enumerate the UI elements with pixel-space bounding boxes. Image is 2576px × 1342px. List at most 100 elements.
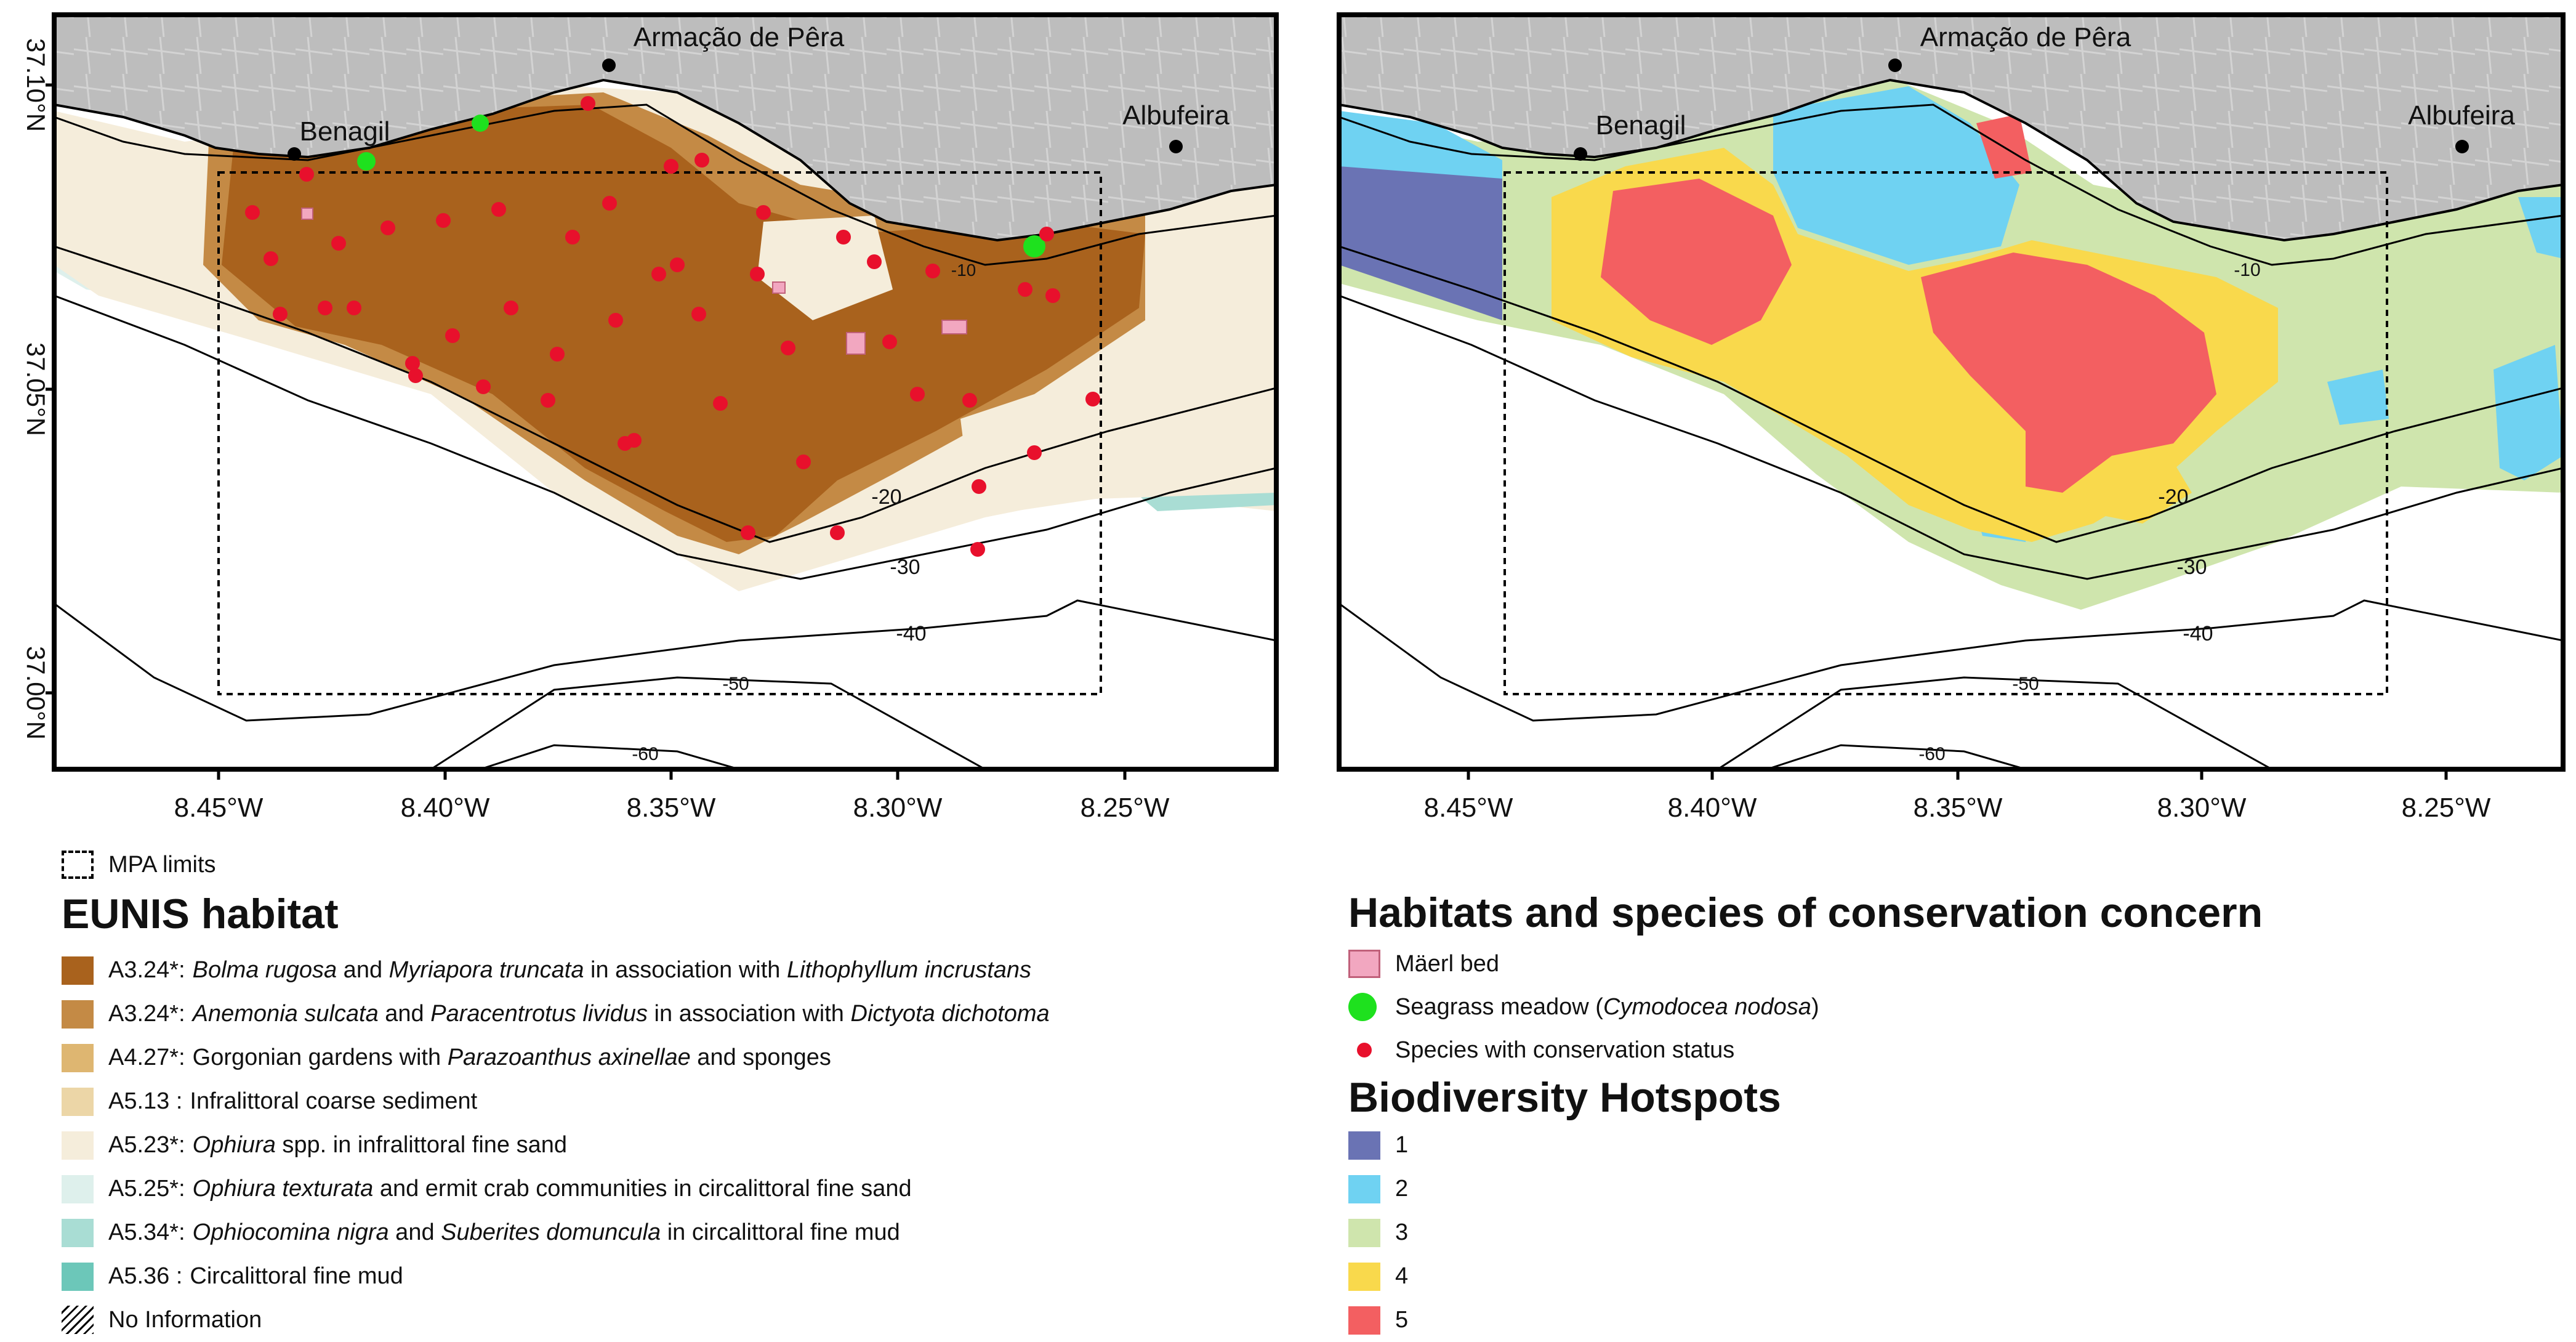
land-area xyxy=(54,15,1276,240)
city-dot xyxy=(1169,140,1183,153)
species-point xyxy=(1027,445,1042,460)
legend-eunis-item: A3.24*: Anemonia sulcata and Paracentrotu… xyxy=(62,992,1050,1036)
seagrass-meadow xyxy=(472,115,489,132)
species-point xyxy=(602,196,617,211)
habitat-text: Anemonia sulcata xyxy=(192,1001,379,1027)
legend-label: Species with conservation status xyxy=(1395,1037,1735,1063)
legend-eunis-item: A4.27*: Gorgonian gardens with Parazoanth… xyxy=(62,1036,1050,1080)
species-point xyxy=(925,264,940,278)
eunis-list: A3.24*: Bolma rugosa and Myriapora trunca… xyxy=(62,948,1050,1298)
y-tick-label: 37.10°N xyxy=(22,38,50,132)
right-map: Armação de Pêra Benagil Albufeira -10 -2… xyxy=(1339,15,2563,769)
species-point xyxy=(245,205,260,220)
habitat-text: Dictyota dichotoma xyxy=(850,1001,1050,1027)
legend-hotspot-item: 2 xyxy=(1348,1167,2263,1211)
species-point xyxy=(581,96,595,111)
species-point xyxy=(867,254,882,269)
legend-hotspot-item: 3 xyxy=(1348,1211,2263,1255)
legend-label: ) xyxy=(1811,993,1819,1020)
habitat-swatch xyxy=(62,1174,94,1203)
hotspot-2-area xyxy=(2518,197,2563,259)
mpa-limits-right xyxy=(1503,171,2388,695)
y-tick-label: 37.05°N xyxy=(22,342,50,436)
contour-label: -10 xyxy=(2234,260,2260,280)
habitat-text: Paracentrotus lividus xyxy=(430,1001,648,1027)
hotspot-level: 3 xyxy=(1395,1219,1409,1245)
habitat-text: and xyxy=(337,957,389,983)
hotspot-swatch xyxy=(1348,1262,1380,1291)
contour-label: -40 xyxy=(2183,622,2213,645)
hotspot-list: 1 2 3 4 5 xyxy=(1348,1123,2263,1342)
species-point xyxy=(664,159,678,174)
legend-label: Seagrass meadow ( xyxy=(1395,993,1603,1020)
place-label: Benagil xyxy=(300,116,390,147)
x-tick-label: 8.45°W xyxy=(174,793,264,823)
x-tick-label: 8.40°W xyxy=(401,793,490,823)
hotspot-5-area xyxy=(1601,179,1792,345)
right-map-frame xyxy=(1337,12,2566,772)
contour-label: -30 xyxy=(2176,556,2207,579)
hotspot-swatch xyxy=(1348,1218,1380,1247)
contour-label: -20 xyxy=(871,485,901,509)
habitat-code: A5.13 : xyxy=(108,1088,183,1114)
habitat-swatch xyxy=(62,956,94,985)
habitat-text: Lithophyllum incrustans xyxy=(786,957,1032,983)
hotspot-level: 5 xyxy=(1395,1307,1409,1333)
x-tick-label: 8.35°W xyxy=(1914,793,2003,823)
y-tick-label: 37.00°N xyxy=(22,646,50,740)
contour-label: -20 xyxy=(2158,485,2188,509)
hotspot-level: 4 xyxy=(1395,1263,1409,1289)
habitat-text: and ermit crab communities in circalitto… xyxy=(373,1176,912,1202)
habitat-text: Suberites domuncula xyxy=(441,1219,661,1245)
species-point xyxy=(694,153,709,168)
place-label: Armação de Pêra xyxy=(1920,22,2131,52)
legend-eunis-item: A3.24*: Bolma rugosa and Myriapora trunca… xyxy=(62,948,1050,992)
habitat-swatch xyxy=(62,1043,94,1072)
legend-label-italic: Cymodocea nodosa xyxy=(1603,993,1811,1020)
species-point xyxy=(491,202,506,217)
hotspot-5-area xyxy=(1921,253,2216,493)
legend-hotspot-item: 5 xyxy=(1348,1298,2263,1342)
species-point xyxy=(756,205,771,220)
habitat-code: A4.27*: xyxy=(108,1045,185,1070)
left-map-frame xyxy=(52,12,1279,772)
species-point xyxy=(445,328,460,343)
species-point xyxy=(608,313,623,328)
legend-right: Habitats and species of conservation con… xyxy=(1348,892,2263,1342)
species-point xyxy=(436,213,451,228)
habitat-text: in circalittoral fine mud xyxy=(661,1219,900,1245)
hotspot-2-area xyxy=(2327,370,2389,425)
land-area xyxy=(1339,15,2563,240)
x-tick-label: 8.35°W xyxy=(627,793,716,823)
species-point xyxy=(781,341,795,355)
habitat-text: Infralittoral coarse sediment xyxy=(190,1088,478,1114)
habitat-text: Myriapora truncata xyxy=(388,957,584,983)
habitat-swatch xyxy=(62,1218,94,1247)
habitat-code: A5.34*: xyxy=(108,1219,185,1245)
maerl-bed xyxy=(301,208,313,220)
legend-label: No Information xyxy=(108,1306,262,1333)
place-label: Albufeira xyxy=(1122,100,1230,131)
seagrass-meadow xyxy=(357,152,376,171)
hotspot-swatch xyxy=(1348,1306,1380,1335)
hotspot-2-area xyxy=(1773,86,2019,265)
species-point xyxy=(910,387,925,402)
species-point xyxy=(550,347,565,362)
hatch-swatch xyxy=(62,1306,94,1334)
habitat-text: Bolma rugosa xyxy=(192,957,337,983)
species-point xyxy=(331,236,346,251)
species-point xyxy=(836,230,851,245)
place-label: Armação de Pêra xyxy=(634,22,845,52)
habitat-code: A5.36 : xyxy=(108,1263,183,1289)
species-point xyxy=(750,267,765,281)
legend-maerl: Mäerl bed xyxy=(1348,942,2263,985)
contour-label: -60 xyxy=(632,744,658,764)
place-label: Albufeira xyxy=(2408,100,2515,131)
species-point xyxy=(273,307,288,321)
place-label: Benagil xyxy=(1596,110,1686,140)
legend-hotspot-item: 4 xyxy=(1348,1255,2263,1298)
legend-title-conservation: Habitats and species of conservation con… xyxy=(1348,889,2263,936)
legend-no-info: No Information xyxy=(62,1298,1050,1341)
legend-title-hotspots: Biodiversity Hotspots xyxy=(1348,1074,1781,1121)
habitat-swatch xyxy=(62,1000,94,1029)
